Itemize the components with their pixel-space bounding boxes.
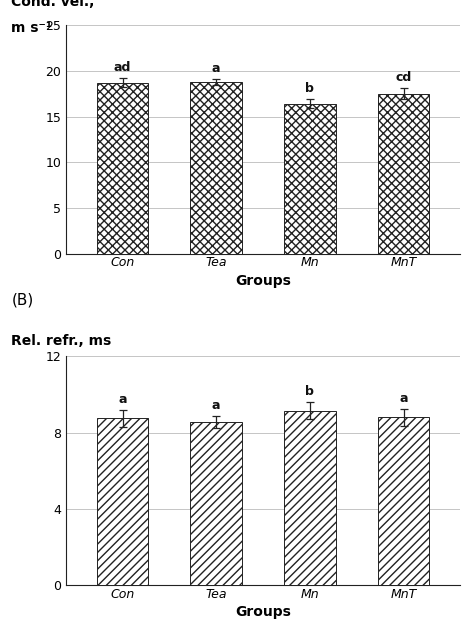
Text: a: a [212,62,220,75]
Bar [378,418,429,585]
Bar [191,422,242,585]
Text: ad: ad [114,61,131,74]
Text: Rel. refr., ms: Rel. refr., ms [11,333,111,348]
Bar [97,83,148,253]
Text: cd: cd [395,71,412,84]
Text: b: b [305,385,314,398]
Text: a: a [118,392,127,406]
Bar [191,82,242,253]
Bar [378,94,429,253]
X-axis label: Groups: Groups [235,605,291,619]
Bar [97,418,148,585]
Bar [284,104,336,253]
Text: m s⁻¹: m s⁻¹ [11,21,52,35]
Text: b: b [305,82,314,95]
Text: a: a [399,392,408,404]
Text: a: a [212,399,220,413]
X-axis label: Groups: Groups [235,274,291,287]
Bar [284,411,336,585]
Text: Cond. vel.,: Cond. vel., [11,0,95,9]
Text: (B): (B) [11,292,34,308]
